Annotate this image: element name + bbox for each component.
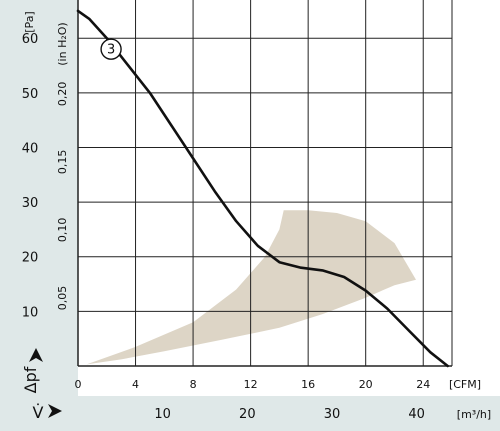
x-tick-label-cfm-0: 0 — [75, 378, 82, 391]
y-tick-label-pa-0: 10 — [22, 305, 39, 320]
y-tick-label-pa-5: 60 — [22, 32, 39, 47]
label-layer: 30 4 8 12 16 20 24 [CFM]10 20 30 40 [m³/h]V̇1020304… — [21, 11, 491, 422]
operating-region-layer — [86, 210, 416, 365]
y-axis-arrow-icon — [29, 348, 43, 362]
operating-region — [86, 210, 416, 365]
x-axis-symbol: V̇ — [33, 403, 44, 422]
x-unit-cfm: [CFM] — [449, 378, 481, 391]
y-tick-label-pa-1: 20 — [22, 251, 39, 266]
curve-marker-label: 3 — [107, 43, 115, 58]
x-tick-label-cfm-5: 20 — [359, 378, 373, 391]
performance-curve-3 — [76, 9, 449, 368]
x-tick-label-m3h-0: 10 — [154, 407, 171, 422]
x-tick-label-cfm-1: 4 — [132, 378, 139, 391]
y-tick-label-pa-2: 30 — [22, 196, 39, 211]
x-tick-label-m3h-1: 20 — [239, 407, 256, 422]
y-tick-label-pa-3: 40 — [22, 141, 39, 156]
x-tick-label-cfm-4: 16 — [301, 378, 315, 391]
x-tick-label-cfm-2: 8 — [190, 378, 197, 391]
y-tick-label-pa-4: 50 — [22, 87, 39, 102]
y-unit-inh2o: (in H₂O) — [56, 22, 69, 65]
y-tick-label-inh2o-3: 0,20 — [56, 82, 69, 107]
x-unit-m3h: [m³/h] — [457, 408, 491, 421]
x-tick-label-m3h-2: 30 — [324, 407, 341, 422]
curve-layer — [76, 9, 449, 368]
grid-layer — [77, 0, 453, 367]
y-tick-label-inh2o-1: 0,10 — [56, 218, 69, 243]
x-tick-label-cfm-3: 12 — [244, 378, 258, 391]
y-unit-pa: [Pa] — [23, 11, 36, 32]
y-tick-label-inh2o-0: 0,05 — [56, 286, 69, 311]
curve-marker-circle — [100, 38, 122, 60]
x-axis-arrow-icon — [48, 404, 62, 418]
y-tick-label-inh2o-2: 0,15 — [56, 150, 69, 175]
x-tick-label-m3h-3: 40 — [408, 407, 425, 422]
x-tick-label-cfm-6: 24 — [416, 378, 430, 391]
y-axis-symbol: Δpf — [21, 366, 40, 393]
plot-area — [78, 0, 500, 396]
bottom-axis-band — [0, 396, 500, 431]
